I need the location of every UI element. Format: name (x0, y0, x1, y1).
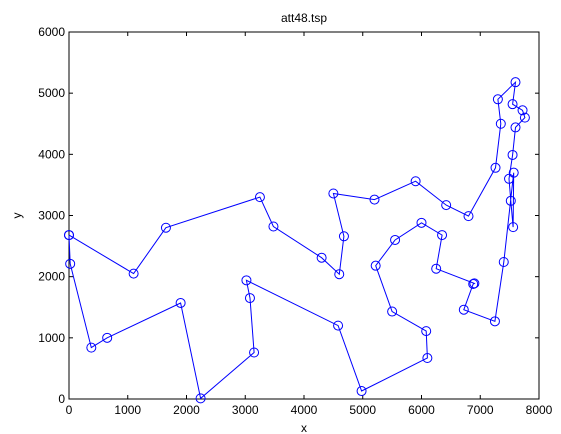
x-axis-ticks: 0 1000 2000 3000 4000 5000 6000 7000 8000 (66, 32, 553, 417)
y-axis-label: y (10, 213, 24, 219)
city-point (416, 217, 427, 228)
x-axis-label: x (301, 421, 307, 434)
city-point (160, 222, 171, 233)
series-layer (64, 77, 530, 404)
x-tick-label: 8000 (526, 403, 553, 417)
city-point (498, 256, 509, 267)
city-point (510, 77, 521, 88)
city-point (268, 221, 279, 232)
x-tick-label: 3000 (232, 403, 259, 417)
city-point (175, 297, 186, 308)
city-point (369, 194, 380, 205)
city-point (517, 105, 528, 116)
city-point (387, 306, 398, 317)
city-point (507, 149, 518, 160)
y-tick-label: 5000 (38, 86, 65, 100)
x-tick-label: 4000 (291, 403, 318, 417)
city-point (437, 230, 448, 241)
x-tick-label: 2000 (173, 403, 200, 417)
tour-line (68, 80, 526, 400)
y-axis-ticks: 0 1000 2000 3000 4000 5000 6000 (38, 25, 539, 406)
city-point (490, 162, 501, 173)
city-point (356, 386, 367, 397)
city-point (422, 353, 433, 364)
x-tick-label: 7000 (467, 403, 494, 417)
city-point (102, 332, 113, 343)
city-point (390, 234, 401, 245)
city-point (244, 293, 255, 304)
y-tick-label: 6000 (38, 25, 65, 39)
city-point (328, 188, 339, 199)
x-tick-label: 6000 (408, 403, 435, 417)
city-point (410, 176, 421, 187)
city-point (65, 258, 76, 269)
city-point (519, 112, 530, 123)
city-point (338, 231, 349, 242)
city-point (431, 263, 442, 274)
city-point (86, 342, 97, 353)
city-point (254, 192, 265, 203)
city-point (316, 252, 327, 263)
city-point (249, 347, 260, 358)
x-tick-label: 0 (66, 403, 73, 417)
city-point (508, 167, 519, 178)
y-tick-label: 2000 (38, 270, 65, 284)
city-point (441, 200, 452, 211)
city-point (468, 279, 479, 290)
city-point (508, 222, 519, 233)
city-point (492, 94, 503, 105)
city-point (333, 320, 344, 331)
x-tick-label: 5000 (349, 403, 376, 417)
city-point (489, 316, 500, 327)
plot-area: 0 1000 2000 3000 4000 5000 6000 7000 8000 0 1000 2… (38, 25, 552, 417)
city-point (370, 260, 381, 271)
city-point (463, 211, 474, 222)
city-point (510, 122, 521, 133)
city-point (421, 326, 432, 337)
y-tick-label: 3000 (38, 209, 65, 223)
city-point (458, 304, 469, 315)
city-point (195, 393, 206, 404)
chart-title: att48.tsp (281, 11, 327, 25)
city-point (469, 278, 480, 289)
city-point (64, 230, 74, 241)
city-point (128, 268, 139, 279)
y-tick-label: 0 (58, 392, 65, 406)
city-point (505, 195, 516, 206)
city-point (495, 118, 506, 129)
city-point (241, 275, 252, 286)
y-tick-label: 1000 (38, 331, 65, 345)
y-tick-label: 4000 (38, 147, 65, 161)
x-tick-label: 1000 (114, 403, 141, 417)
city-point (507, 99, 518, 110)
city-point (334, 269, 345, 280)
